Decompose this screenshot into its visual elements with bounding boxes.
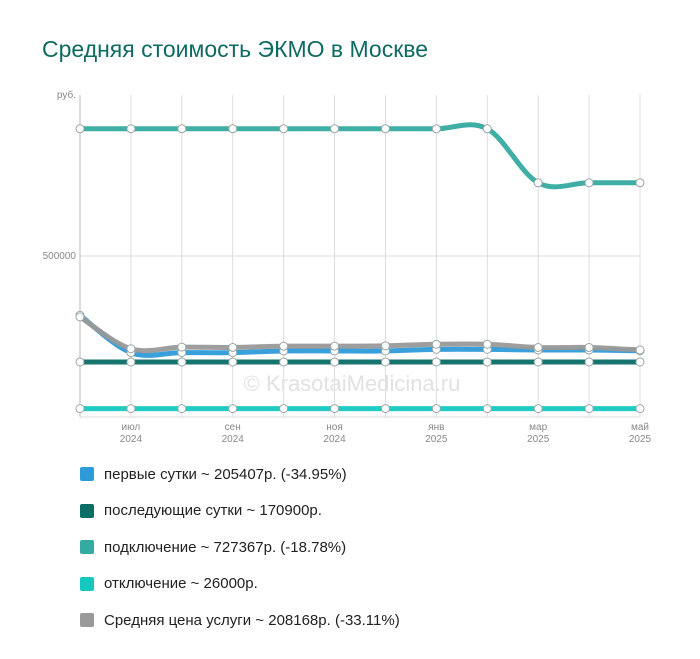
data-point (635, 357, 645, 367)
data-point (279, 357, 289, 367)
legend: первые сутки ~ 205407р. (-34.95%) последу… (80, 463, 400, 646)
x-tick-label-year: 2024 (222, 434, 245, 445)
data-point (431, 124, 441, 134)
data-point (380, 341, 390, 351)
data-point (75, 404, 85, 414)
data-point (482, 124, 492, 134)
data-point (177, 357, 187, 367)
data-point (228, 124, 238, 134)
legend-swatch (80, 540, 94, 554)
legend-label: первые сутки ~ 205407р. (-34.95%) (104, 465, 347, 483)
data-point (533, 404, 543, 414)
legend-label: последующие сутки ~ 170900р. (104, 502, 322, 519)
data-point (533, 357, 543, 367)
x-tick-label-year: 2025 (629, 434, 652, 445)
data-point (330, 124, 340, 134)
data-point (380, 404, 390, 414)
x-tick-label-year: 2024 (120, 434, 143, 445)
chart-title: Средняя стоимость ЭКМО в Москве (42, 36, 429, 62)
series-line-2 (77, 122, 643, 190)
series-line-4 (77, 314, 643, 354)
legend-label: подключение ~ 727367р. (-18.78%) (104, 538, 347, 556)
y-tick-label: 500000 (43, 251, 77, 262)
data-point (584, 342, 594, 352)
legend-swatch (80, 576, 94, 591)
data-point (431, 404, 441, 414)
data-point (126, 344, 136, 354)
x-tick-label-month: янв (428, 422, 444, 433)
data-point (584, 404, 594, 414)
legend-swatch (80, 467, 94, 481)
data-point (177, 124, 187, 134)
data-point (126, 404, 136, 414)
x-tick-label-year: 2024 (323, 434, 346, 445)
data-point (431, 339, 441, 349)
data-point (126, 124, 136, 134)
x-tick-label-year: 2025 (425, 434, 448, 445)
data-point (635, 345, 645, 355)
x-tick-label-year: 2025 (527, 434, 550, 445)
series-lines (77, 122, 643, 412)
data-point (380, 124, 390, 134)
data-point (330, 341, 340, 351)
data-point (431, 357, 441, 367)
data-point (228, 357, 238, 367)
x-tick-label-month: мар (529, 422, 547, 433)
legend-item: последующие сутки ~ 170900р. (80, 500, 400, 522)
legend-item: отключение ~ 26000р. (80, 573, 400, 595)
watermark: © KrasotaiMedicina.ru (244, 371, 461, 396)
axes: 500000руб.июл2024сен2024ноя2024янв2025ма… (43, 89, 652, 445)
data-point (126, 357, 136, 367)
series-points (75, 124, 645, 414)
x-tick-label-month: май (631, 422, 649, 433)
data-point (177, 342, 187, 352)
data-point (533, 342, 543, 352)
data-point (75, 124, 85, 134)
data-point (279, 124, 289, 134)
grid (79, 95, 641, 417)
data-point (228, 342, 238, 352)
data-point (482, 357, 492, 367)
data-point (635, 178, 645, 188)
legend-swatch (80, 613, 94, 627)
data-point (584, 178, 594, 188)
data-point (380, 357, 390, 367)
data-point (330, 357, 340, 367)
data-point (75, 357, 85, 367)
legend-label: Средняя цена услуги ~ 208168р. (-33.11%) (104, 611, 400, 629)
legend-item: подключение ~ 727367р. (-18.78%) (80, 536, 400, 558)
legend-label: отключение ~ 26000р. (104, 575, 258, 592)
chart-area: © KrasotaiMedicina.ru 500000руб.июл2024с… (43, 89, 652, 445)
x-tick-label-month: ноя (326, 422, 343, 433)
data-point (75, 312, 85, 322)
data-point (279, 404, 289, 414)
data-point (635, 404, 645, 414)
y-axis-unit-label: руб. (57, 89, 76, 101)
legend-item: Средняя цена услуги ~ 208168р. (-33.11%) (80, 609, 400, 631)
data-point (228, 404, 238, 414)
data-point (482, 404, 492, 414)
data-point (482, 339, 492, 349)
data-point (330, 404, 340, 414)
x-tick-label-month: июл (122, 422, 141, 433)
x-tick-label-month: сен (225, 422, 241, 433)
legend-item: первые сутки ~ 205407р. (-34.95%) (80, 463, 400, 485)
data-point (533, 178, 543, 188)
data-point (279, 341, 289, 351)
data-point (177, 404, 187, 414)
legend-swatch (80, 503, 94, 518)
data-point (584, 357, 594, 367)
